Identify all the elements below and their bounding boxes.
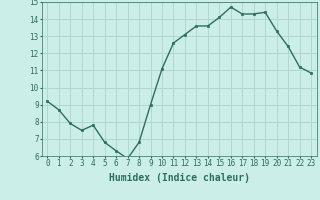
X-axis label: Humidex (Indice chaleur): Humidex (Indice chaleur) xyxy=(109,173,250,183)
